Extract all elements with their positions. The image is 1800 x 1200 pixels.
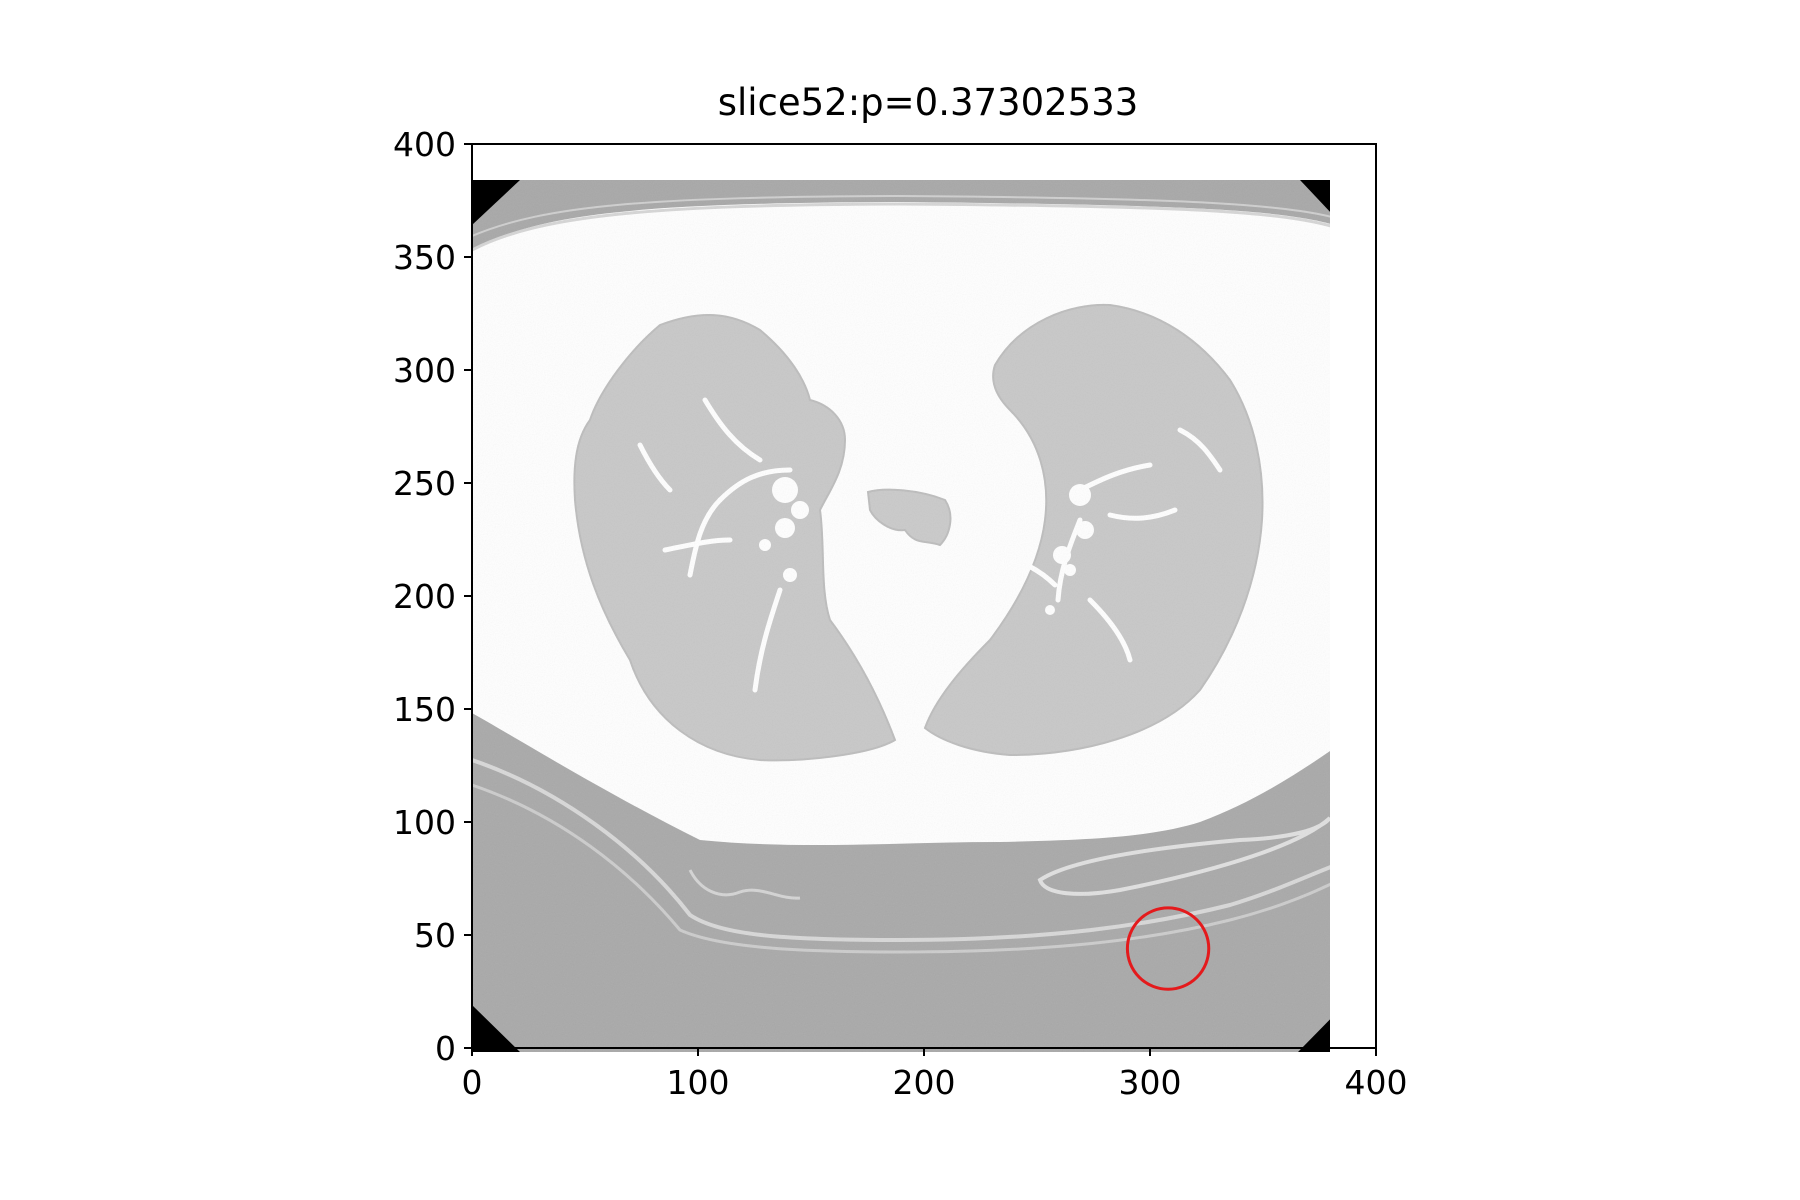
x-tick-label: 0 [462,1063,483,1102]
x-tick-label: 300 [1119,1063,1182,1102]
y-tick-label: 50 [414,916,456,955]
y-tick-label: 400 [393,125,456,164]
y-tick-label: 150 [393,690,456,729]
y-tick-label: 300 [393,351,456,390]
y-tick-label: 100 [393,803,456,842]
x-axis: 0 100 200 300 400 [462,1048,1408,1102]
x-tick-label: 400 [1345,1063,1408,1102]
y-tick-label: 350 [393,238,456,277]
y-tick-label: 250 [393,464,456,503]
y-tick-label: 0 [435,1029,456,1068]
x-tick-label: 100 [667,1063,730,1102]
nodule-marker-circle [1125,906,1211,991]
x-tick-label: 200 [893,1063,956,1102]
plot-title: slice52:p=0.37302533 [718,81,1139,124]
ct-image [472,180,1349,1052]
y-tick-label: 200 [393,577,456,616]
y-axis: 0 50 100 150 200 250 300 350 400 [393,125,472,1068]
